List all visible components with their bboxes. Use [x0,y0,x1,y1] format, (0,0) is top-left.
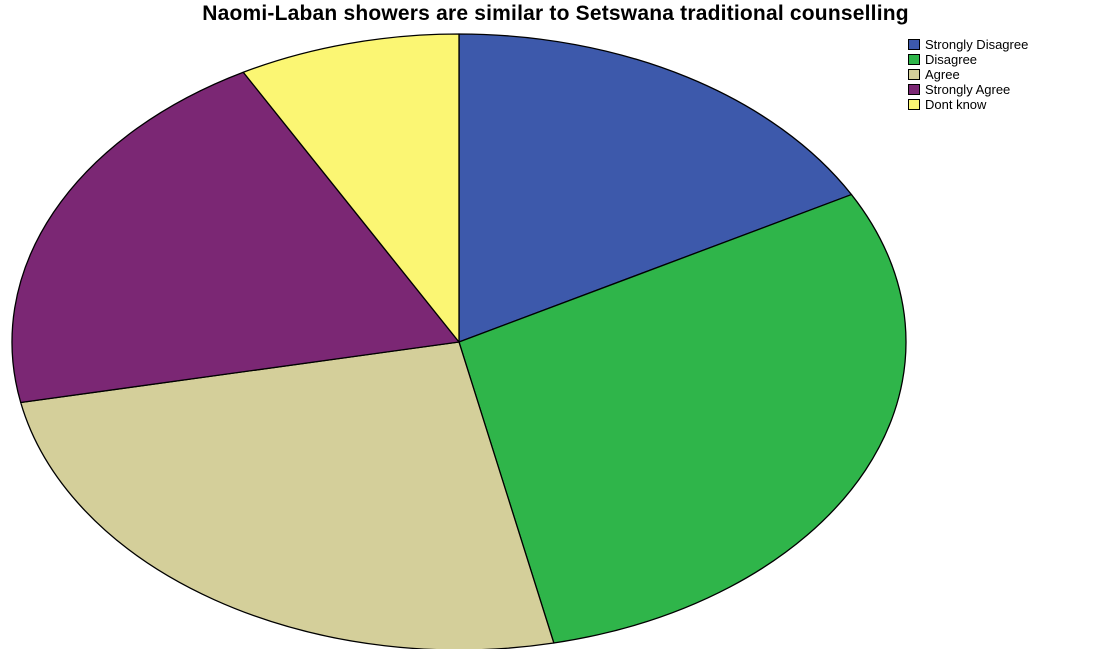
pie-slice-disagree [458,193,907,644]
pie-slice-agree [20,341,555,649]
legend-label-agree: Agree [925,67,960,82]
pie-slice-strongly-disagree [458,33,853,343]
legend-swatch-dont-know [908,99,920,110]
legend-item-agree: Agree [908,67,1028,82]
pie-slice-dont-know [242,33,460,343]
legend-label-strongly-agree: Strongly Agree [925,82,1011,97]
legend-swatch-disagree [908,54,920,65]
legend-item-strongly-agree: Strongly Agree [908,82,1028,97]
legend-item-dont-know: Dont know [908,97,1028,112]
chart-title: Naomi-Laban showers are similar to Setsw… [202,2,909,25]
legend-swatch-agree [908,69,920,80]
legend-label-strongly-disagree: Strongly Disagree [925,37,1029,52]
legend-swatch-strongly-agree [908,84,920,95]
chart-legend: Strongly Disagree Disagree Agree Strongly A… [908,37,1028,112]
legend-item-strongly-disagree: Strongly Disagree [908,37,1028,52]
legend-swatch-strongly-disagree [908,39,920,50]
pie-slice-strongly-agree [11,71,460,404]
legend-item-disagree: Disagree [908,52,1028,67]
legend-label-disagree: Disagree [925,52,978,67]
legend-label-dont-know: Dont know [925,97,987,112]
